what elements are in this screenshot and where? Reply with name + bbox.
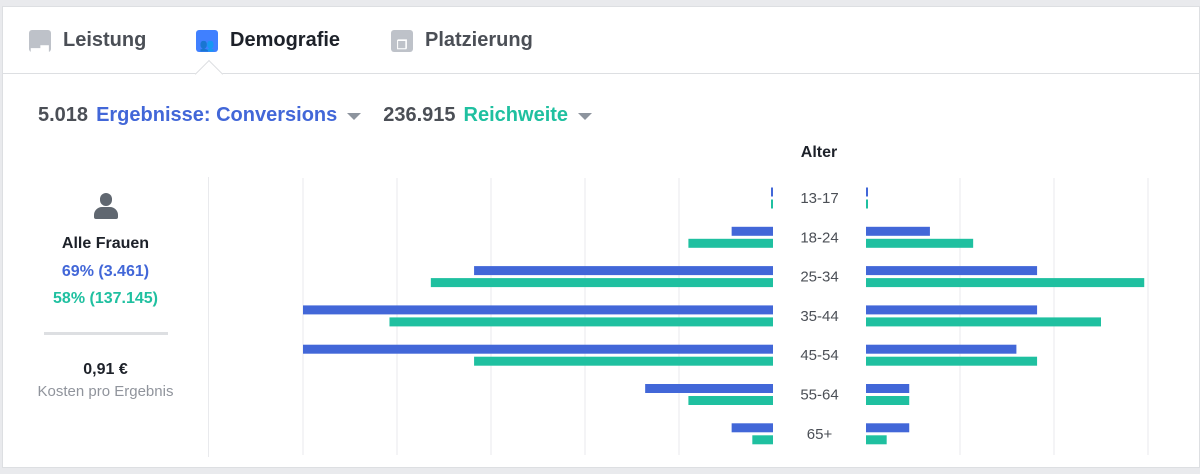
reach-label: Reichweite xyxy=(463,104,569,126)
bar-men-reach-18-24[interactable] xyxy=(866,238,974,248)
bar-women-results-25-34[interactable] xyxy=(474,266,773,276)
summary-title: Alle Frauen xyxy=(61,235,150,252)
results-metric-dropdown[interactable]: Ergebnisse: Conversions xyxy=(96,104,362,127)
bar-men-reach-25-34[interactable] xyxy=(866,278,1145,288)
bar-women-reach-25-34[interactable] xyxy=(430,278,773,288)
bar-men-results-35-44[interactable] xyxy=(866,305,1038,315)
person-icon xyxy=(93,193,119,221)
bar-women-reach-13-17[interactable] xyxy=(771,199,773,209)
bar-women-results-65+[interactable] xyxy=(731,423,773,433)
reach-metric-dropdown[interactable]: Reichweite xyxy=(463,104,593,127)
bar-men-results-55-64[interactable] xyxy=(866,384,910,393)
bar-men-reach-65+[interactable] xyxy=(866,435,887,445)
bar-women-reach-55-64[interactable] xyxy=(688,396,773,405)
bar-women-results-13-17[interactable] xyxy=(771,187,773,197)
bar-women-results-55-64[interactable] xyxy=(645,384,773,393)
bar-women-reach-35-44[interactable] xyxy=(389,317,773,327)
tab-leistung[interactable]: ▂▄ Leistung xyxy=(29,29,146,52)
tab-bar: ▂▄ Leistung 👥 Demografie ❐ Platzierung xyxy=(3,7,1199,74)
bar-men-reach-55-64[interactable] xyxy=(866,396,910,405)
summary-results: 69% (3.461) xyxy=(61,263,150,280)
divider xyxy=(43,332,168,335)
tab-label: Platzierung xyxy=(425,29,533,51)
summary-panel: Alle Frauen 69% (3.461) 58% (137.145) 0,… xyxy=(3,177,209,457)
tab-label: Leistung xyxy=(63,29,147,51)
bar-women-reach-65+[interactable] xyxy=(752,435,773,445)
age-label: 35-44 xyxy=(800,308,838,325)
age-label: 18-24 xyxy=(800,229,838,246)
chevron-down-icon xyxy=(578,113,593,120)
results-value: 5.018 xyxy=(38,104,89,126)
bar-chart-icon: ▂▄ xyxy=(29,29,51,52)
age-label: 55-64 xyxy=(800,387,838,404)
summary-reach: 58% (137.145) xyxy=(53,290,158,307)
bar-men-results-25-34[interactable] xyxy=(866,266,1038,276)
bar-men-results-13-17[interactable] xyxy=(866,187,868,197)
bar-men-reach-13-17[interactable] xyxy=(866,199,868,209)
bar-women-results-35-44[interactable] xyxy=(303,305,773,315)
cost-value: 0,91 € xyxy=(83,361,128,378)
people-icon: 👥 xyxy=(196,29,218,52)
tab-demografie[interactable]: 👥 Demografie xyxy=(196,29,340,52)
bar-men-results-65+[interactable] xyxy=(866,423,910,433)
bar-women-reach-45-54[interactable] xyxy=(474,356,773,366)
bar-women-results-18-24[interactable] xyxy=(731,226,773,236)
placement-icon: ❐ xyxy=(391,29,413,52)
bar-women-results-45-54[interactable] xyxy=(303,344,773,354)
chart-title: Alter xyxy=(801,144,837,161)
age-label: 65+ xyxy=(807,426,833,443)
reach-value: 236.915 xyxy=(383,104,456,126)
results-label: Ergebnisse: Conversions xyxy=(96,104,338,126)
tab-label: Demografie xyxy=(230,29,341,51)
cost-label: Kosten pro Ergebnis xyxy=(37,383,174,400)
bar-men-reach-35-44[interactable] xyxy=(866,317,1101,327)
age-label: 13-17 xyxy=(800,190,838,207)
metric-selectors: 5.018 Ergebnisse: Conversions 236.915 Re… xyxy=(38,104,614,127)
chevron-down-icon xyxy=(347,113,362,120)
bar-men-results-45-54[interactable] xyxy=(866,344,1017,354)
demographics-card: ▂▄ Leistung 👥 Demografie ❐ Platzierung 5.01… xyxy=(2,6,1200,468)
age-label: 45-54 xyxy=(800,347,838,364)
tab-platzierung[interactable]: ❐ Platzierung xyxy=(391,29,533,52)
age-label: 25-34 xyxy=(800,269,838,286)
bar-men-results-18-24[interactable] xyxy=(866,226,930,236)
bar-men-reach-45-54[interactable] xyxy=(866,356,1038,366)
bar-women-reach-18-24[interactable] xyxy=(688,238,773,248)
